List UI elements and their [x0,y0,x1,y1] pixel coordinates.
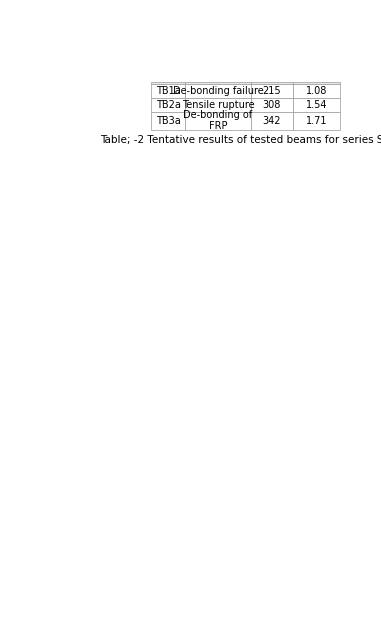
Bar [251,82,293,84]
Text: 215: 215 [263,86,281,96]
Bar [251,98,293,112]
Bar [293,112,340,130]
Bar [151,98,185,112]
Bar [185,98,251,112]
Text: Tensile rupture: Tensile rupture [182,100,255,110]
Text: 1.54: 1.54 [306,100,327,110]
Bar [293,84,340,98]
Text: 1.08: 1.08 [306,86,327,96]
Bar [185,112,251,130]
Text: TB2a: TB2a [155,100,181,110]
Bar [151,82,185,84]
Bar [151,84,185,98]
Bar [185,82,251,84]
Text: De-bonding of
FRP: De-bonding of FRP [184,110,253,131]
Bar [185,84,251,98]
Bar [251,84,293,98]
Text: 308: 308 [263,100,281,110]
Text: De-bonding failure: De-bonding failure [173,86,263,96]
Text: 342: 342 [263,116,281,126]
Text: TB1a: TB1a [155,86,180,96]
Text: 1.71: 1.71 [306,116,327,126]
Bar [251,112,293,130]
Bar [293,98,340,112]
Text: TB3a: TB3a [155,116,180,126]
Bar [293,82,340,84]
Text: Table; -2 Tentative results of tested beams for series S2: Table; -2 Tentative results of tested be… [101,135,381,145]
Bar [151,112,185,130]
